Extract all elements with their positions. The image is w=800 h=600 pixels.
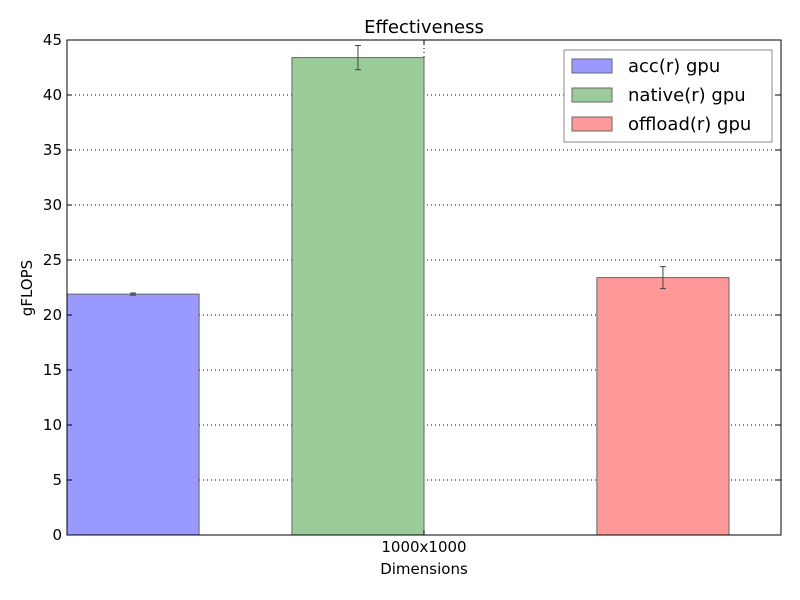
x-tick-label: 1000x1000: [381, 538, 466, 556]
chart-title: Effectiveness: [364, 17, 484, 38]
y-tick-label: 10: [43, 416, 62, 434]
y-tick-label: 40: [43, 86, 62, 104]
legend-label: acc(r) gpu: [628, 56, 720, 77]
legend: acc(r) gpu native(r) gpu offload(r) gpu: [563, 49, 773, 143]
bar-native-r--gpu: [291, 57, 425, 536]
bar-offload-r--gpu: [596, 277, 730, 536]
y-tick-label: 5: [52, 471, 62, 489]
bar-acc-r--gpu: [66, 293, 200, 536]
y-axis-label: gFLOPS: [18, 260, 36, 316]
legend-label: native(r) gpu: [628, 85, 746, 106]
error-bars: [130, 45, 666, 296]
y-tick-label: 25: [43, 251, 62, 269]
bars: [66, 57, 730, 536]
y-tick-label: 35: [43, 141, 62, 159]
legend-label: offload(r) gpu: [628, 114, 751, 135]
y-tick-label: 15: [43, 361, 62, 379]
y-axis-ticks: 0 5 10 15 20 25 30 35 40 45: [43, 31, 781, 544]
y-tick-label: 45: [43, 31, 62, 49]
y-tick-label: 30: [43, 196, 62, 214]
y-tick-label: 0: [52, 526, 62, 544]
legend-swatch: [571, 87, 613, 103]
legend-swatch: [571, 116, 613, 132]
x-axis-label: Dimensions: [380, 560, 468, 578]
y-tick-label: 20: [43, 306, 62, 324]
x-axis-ticks: 1000x1000: [381, 40, 467, 556]
legend-swatch: [571, 58, 613, 74]
